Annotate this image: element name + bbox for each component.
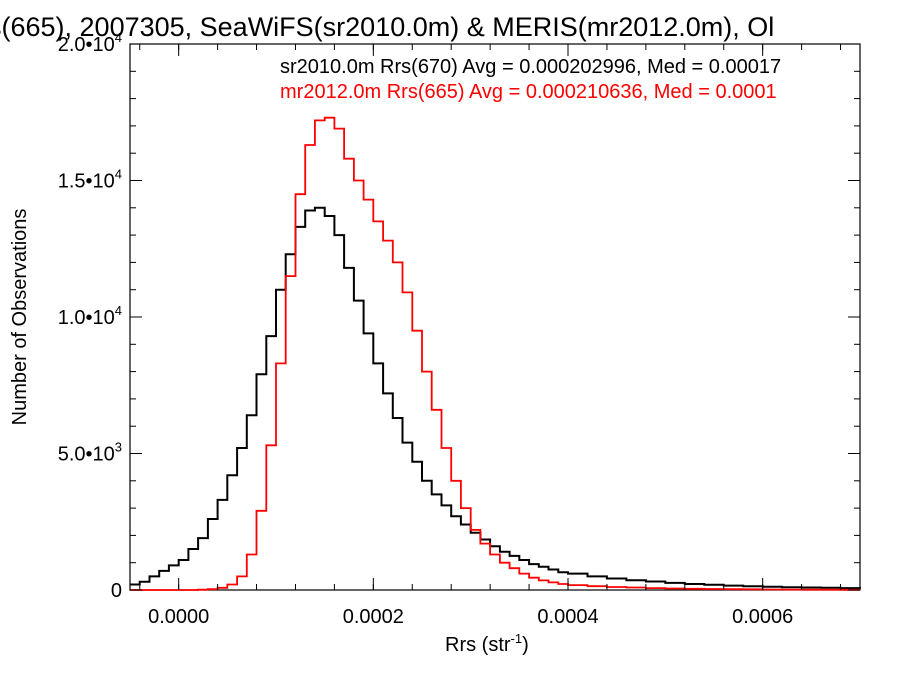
- y-tick-label: 2.0•104: [58, 30, 122, 56]
- legend-entry-red: mr2012.0m Rrs(665) Avg = 0.000210636, Me…: [280, 81, 777, 103]
- x-tick-label: 0.0002: [343, 606, 404, 628]
- y-tick-label-exponent: 4: [115, 303, 122, 318]
- x-tick-label: 0.0004: [537, 606, 598, 628]
- x-axis-label-sup: -1: [511, 631, 523, 646]
- y-tick-label-exponent: 4: [115, 30, 122, 45]
- x-axis-label: Rrs (str-1): [445, 631, 529, 656]
- y-tick-label-base: 2.0•10: [58, 34, 115, 56]
- x-tick-label: 0.0006: [732, 606, 793, 628]
- series-line-black: [130, 206, 861, 590]
- legend-entry-black: sr2010.0m Rrs(670) Avg = 0.000202996, Me…: [280, 56, 781, 78]
- y-tick-label-base: 1.0•10: [58, 307, 115, 329]
- y-tick-label-exponent: 4: [115, 167, 122, 182]
- y-tick-label: 5.0•103: [58, 440, 122, 466]
- x-axis-label-end: ): [522, 634, 529, 656]
- y-tick-label-exponent: 3: [115, 440, 122, 455]
- axis-ticks-group: 0.0000 0.0002 0.0004 0.000605.0•1031.0•1041…: [58, 30, 860, 628]
- y-tick-label-base: 1.5•10: [58, 171, 115, 193]
- series-line-red: [130, 116, 860, 591]
- y-tick-label: 1.5•104: [58, 167, 122, 193]
- y-tick-label-base: 0: [111, 580, 122, 602]
- y-tick-label: 1.0•104: [58, 303, 122, 329]
- y-tick-label-base: 5.0•10: [58, 444, 115, 466]
- data-series-group: [130, 116, 861, 591]
- y-axis-label: Number of Observations: [9, 209, 31, 426]
- x-tick-label: 0.0000: [148, 606, 209, 628]
- y-tick-label: 0: [111, 580, 122, 602]
- plot-frame: [129, 43, 861, 591]
- chart-title: s(665), 2007305, SeaWiFS(sr2010.0m) & ME…: [0, 12, 774, 42]
- x-axis-label-text: Rrs (str: [445, 634, 511, 656]
